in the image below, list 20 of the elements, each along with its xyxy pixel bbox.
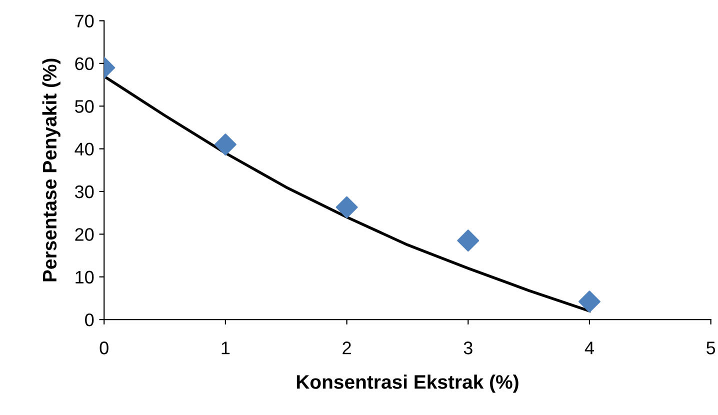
y-tick-label: 50 bbox=[75, 100, 94, 113]
y-tick-label: 60 bbox=[75, 57, 94, 70]
x-tick-label: 1 bbox=[222, 342, 230, 354]
point bbox=[336, 196, 358, 218]
x-tick-label: 3 bbox=[464, 342, 472, 354]
y-tick-label: 30 bbox=[74, 185, 94, 198]
x-tick-label: 4 bbox=[584, 342, 594, 354]
y-tick-label: 20 bbox=[75, 228, 94, 241]
x-tick-label: 5 bbox=[706, 342, 716, 354]
x-tick-label: 0 bbox=[100, 342, 108, 354]
point bbox=[578, 290, 600, 313]
y-tick-label: 70 bbox=[75, 14, 94, 28]
point bbox=[214, 134, 236, 156]
x-axis-title: Konsentrasi Ekstrak (%) bbox=[296, 374, 518, 393]
point bbox=[457, 230, 480, 252]
y-tick-label: 10 bbox=[76, 270, 94, 284]
y-tick-label: 40 bbox=[74, 142, 94, 156]
x-tick-label: 2 bbox=[342, 342, 351, 354]
y-tick-label: 0 bbox=[85, 313, 94, 326]
y-axis-title: Persentase Penyakit (%) bbox=[42, 58, 60, 282]
